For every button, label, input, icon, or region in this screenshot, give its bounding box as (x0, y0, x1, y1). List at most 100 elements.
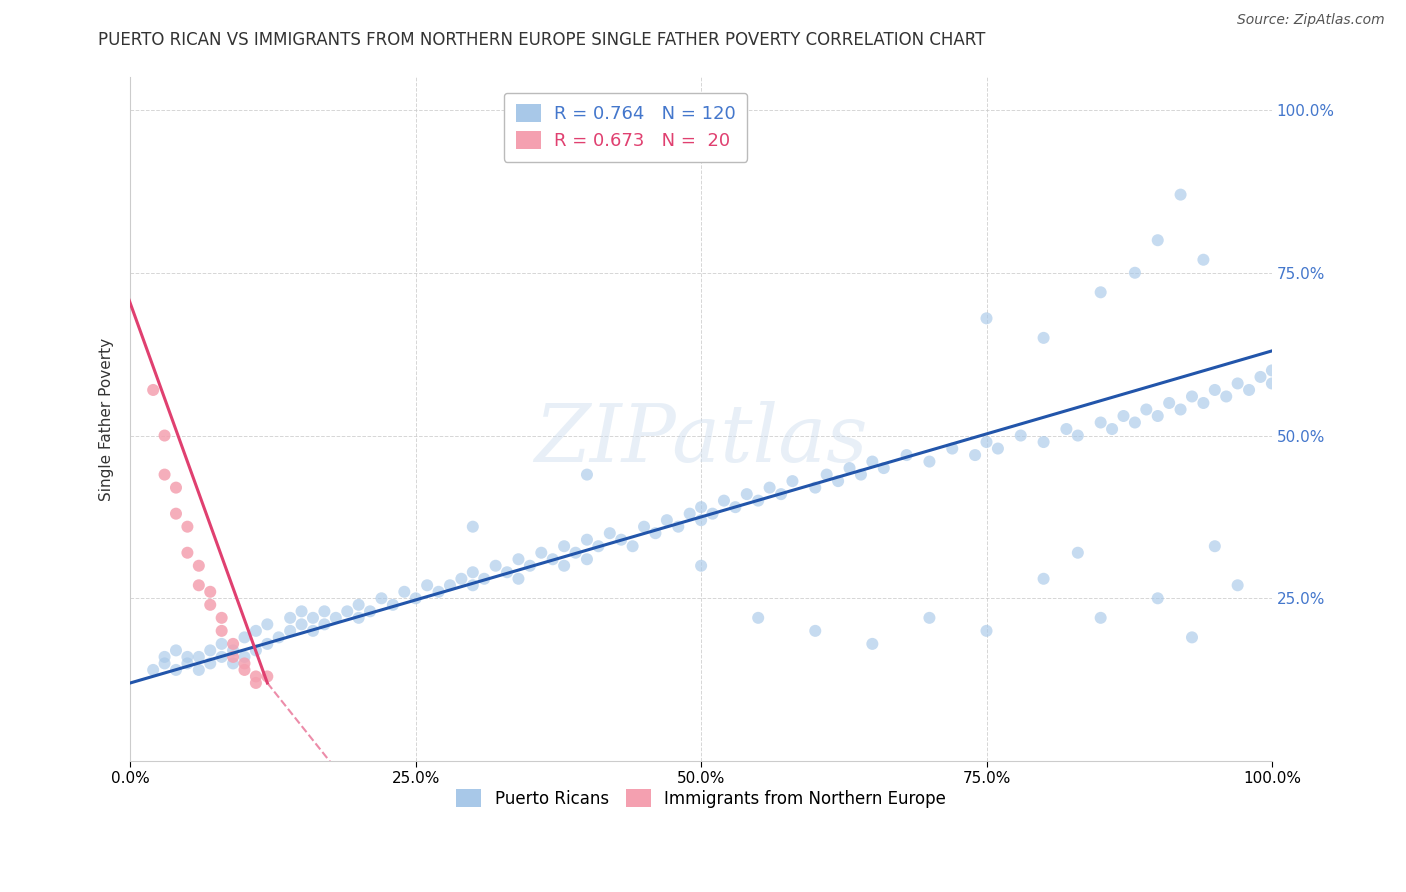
Point (278, 624, 301, 638)
Point (1090, 285, 1112, 300)
Point (1090, 611, 1112, 625)
Point (1192, 252, 1215, 267)
Point (724, 500, 747, 515)
Point (1112, 409, 1135, 423)
Point (176, 657, 198, 671)
Point (245, 624, 267, 638)
Point (976, 624, 998, 638)
Point (302, 611, 325, 625)
Y-axis label: Single Father Poverty: Single Father Poverty (100, 338, 114, 500)
Point (233, 657, 256, 671)
Point (666, 519, 689, 533)
Point (896, 448, 918, 462)
Point (314, 604, 336, 618)
Point (1192, 396, 1215, 410)
Point (359, 604, 381, 618)
Point (735, 487, 758, 501)
Point (245, 676, 267, 690)
Point (644, 526, 666, 541)
Point (222, 637, 245, 651)
Point (1250, 370, 1272, 384)
Point (256, 669, 278, 683)
Point (1226, 578, 1249, 592)
Point (1032, 572, 1054, 586)
Point (187, 663, 209, 677)
Text: Source: ZipAtlas.com: Source: ZipAtlas.com (1237, 13, 1385, 28)
Point (1067, 546, 1090, 560)
Point (336, 604, 359, 618)
Legend: Puerto Ricans, Immigrants from Northern Europe: Puerto Ricans, Immigrants from Northern … (450, 783, 952, 814)
Point (211, 624, 233, 638)
Point (860, 637, 883, 651)
Point (1146, 591, 1168, 606)
Point (370, 591, 392, 606)
Point (405, 591, 427, 606)
Point (222, 643, 245, 657)
Point (211, 611, 233, 625)
Point (176, 546, 198, 560)
Point (1123, 416, 1146, 430)
Point (1204, 383, 1226, 397)
Point (575, 467, 598, 482)
Point (679, 507, 702, 521)
Point (804, 481, 827, 495)
Point (713, 493, 735, 508)
Point (508, 572, 530, 586)
Point (1261, 376, 1284, 391)
Text: PUERTO RICAN VS IMMIGRANTS FROM NORTHERN EUROPE SINGLE FATHER POVERTY CORRELATIO: PUERTO RICAN VS IMMIGRANTS FROM NORTHERN… (98, 31, 986, 49)
Point (165, 643, 187, 657)
Point (439, 578, 461, 592)
Point (575, 552, 598, 566)
Point (211, 637, 233, 651)
Point (1261, 363, 1284, 377)
Point (690, 500, 713, 515)
Point (849, 467, 872, 482)
Point (347, 611, 370, 625)
Point (1090, 416, 1112, 430)
Point (165, 481, 187, 495)
Point (1146, 233, 1168, 247)
Point (965, 448, 987, 462)
Point (1146, 409, 1168, 423)
Point (245, 669, 267, 683)
Point (690, 513, 713, 527)
Point (222, 649, 245, 664)
Point (394, 584, 416, 599)
Point (485, 558, 508, 573)
Point (1159, 396, 1181, 410)
Point (599, 526, 621, 541)
Point (1204, 539, 1226, 553)
Point (1170, 187, 1192, 202)
Point (302, 624, 325, 638)
Point (461, 578, 484, 592)
Point (142, 663, 165, 677)
Point (690, 558, 713, 573)
Point (655, 513, 678, 527)
Point (153, 657, 176, 671)
Point (827, 474, 849, 488)
Point (1170, 402, 1192, 417)
Point (176, 649, 198, 664)
Point (233, 649, 256, 664)
Point (211, 649, 233, 664)
Point (758, 481, 780, 495)
Point (153, 649, 176, 664)
Point (165, 663, 187, 677)
Point (747, 493, 769, 508)
Point (873, 461, 896, 475)
Point (838, 461, 860, 475)
Point (702, 507, 724, 521)
Point (804, 624, 827, 638)
Point (1135, 402, 1157, 417)
Point (1181, 631, 1204, 645)
Point (314, 617, 336, 632)
Point (461, 519, 484, 533)
Point (165, 507, 187, 521)
Point (278, 611, 301, 625)
Point (1123, 266, 1146, 280)
Point (176, 519, 198, 533)
Point (200, 643, 222, 657)
Point (941, 442, 963, 456)
Point (267, 631, 290, 645)
Point (782, 474, 804, 488)
